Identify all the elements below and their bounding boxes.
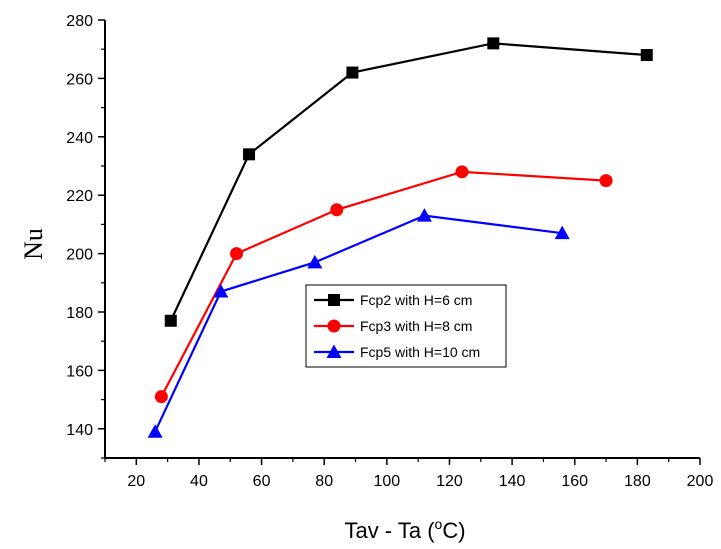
circle-marker xyxy=(230,247,244,261)
y-tick-label: 180 xyxy=(66,305,93,322)
triangle-marker xyxy=(213,284,229,298)
x-tick-label: 120 xyxy=(436,473,463,490)
x-tick-label: 180 xyxy=(624,473,651,490)
series-1 xyxy=(164,37,653,327)
x-axis-title-sup: o xyxy=(435,516,443,532)
y-tick-label: 220 xyxy=(66,188,93,205)
circle-marker xyxy=(330,203,344,217)
triangle-marker xyxy=(326,344,342,358)
x-tick-label: 200 xyxy=(687,473,714,490)
axes: 20 40 60 80 100 120 140 160 180 200 140 160 180 200 22… xyxy=(66,13,713,490)
x-tick-label: 100 xyxy=(373,473,400,490)
y-tick-label: 260 xyxy=(66,71,93,88)
triangle-marker xyxy=(147,424,163,438)
square-marker xyxy=(346,66,359,79)
triangle-marker xyxy=(416,208,432,222)
x-tick-label: 80 xyxy=(315,473,333,490)
x-tick-label: 140 xyxy=(499,473,526,490)
triangle-marker xyxy=(554,225,570,240)
y-tick-label: 240 xyxy=(66,130,93,147)
legend-label: Fcp5 with H=10 cm xyxy=(360,344,480,360)
y-tick-label: 200 xyxy=(66,247,93,264)
circle-marker xyxy=(599,174,613,188)
x-axis-title-end: C) xyxy=(442,518,465,543)
circle-marker xyxy=(154,390,168,404)
square-marker xyxy=(243,148,256,161)
circle-marker xyxy=(327,319,341,333)
y-tick-label: 160 xyxy=(66,363,93,380)
series-3 xyxy=(147,208,570,438)
x-tick-label: 160 xyxy=(561,473,588,490)
x-axis-title-main: Tav - Ta ( xyxy=(344,518,435,543)
legend: Fcp2 with H=6 cm Fcp3 with H=8 cm Fcp5 wit… xyxy=(305,284,507,368)
y-tick-label: 280 xyxy=(66,13,93,30)
square-marker xyxy=(328,294,340,306)
series-2 xyxy=(154,165,613,404)
x-axis-title: Tav - Ta (oC) xyxy=(344,516,465,543)
square-marker xyxy=(487,37,500,50)
x-tick-label: 40 xyxy=(190,473,208,490)
legend-label: Fcp2 with H=6 cm xyxy=(360,292,472,308)
y-tick-label: 140 xyxy=(66,422,93,439)
x-tick-label: 20 xyxy=(127,473,145,490)
series-layer xyxy=(147,37,653,438)
square-marker xyxy=(640,49,653,62)
series-line xyxy=(169,42,647,322)
y-axis-title: Nu xyxy=(19,228,48,260)
x-tick-label: 60 xyxy=(253,473,271,490)
legend-label: Fcp3 with H=8 cm xyxy=(360,318,472,334)
circle-marker xyxy=(455,165,469,179)
triangle-marker xyxy=(307,254,323,269)
square-marker xyxy=(164,314,177,327)
